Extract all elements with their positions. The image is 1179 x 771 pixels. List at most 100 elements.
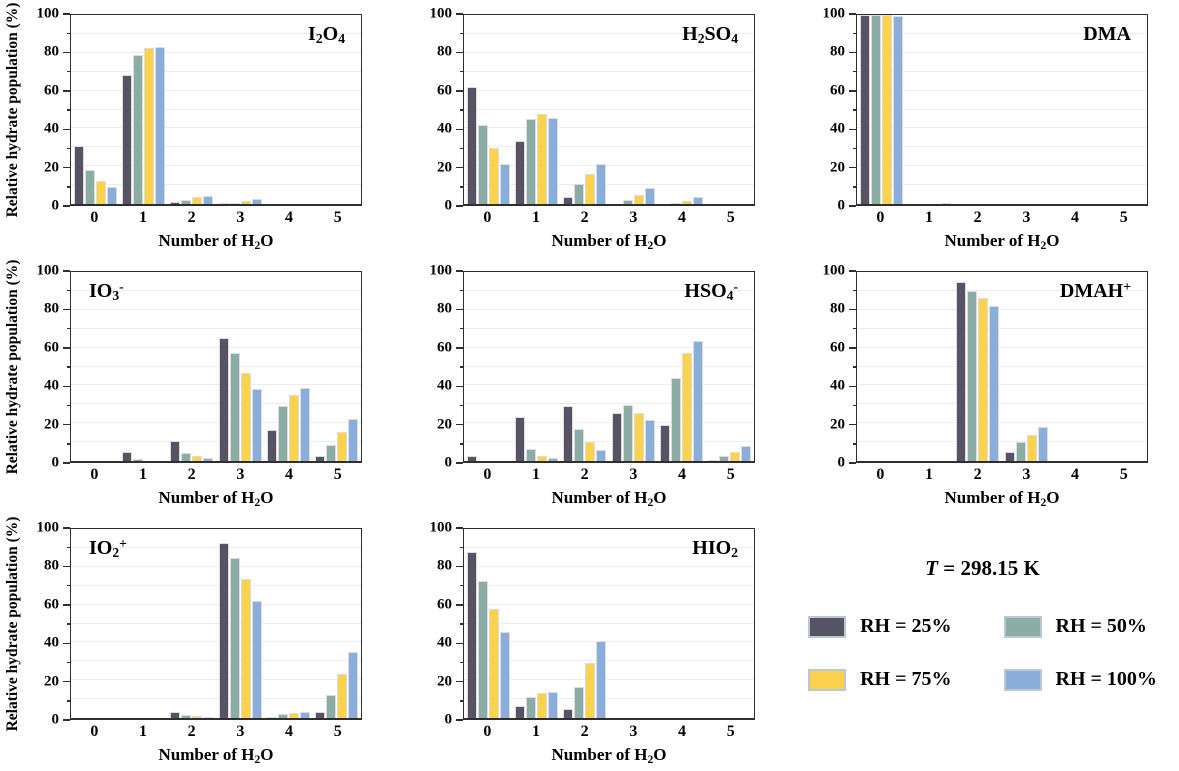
y-tick-label: 60 [437,339,452,356]
bar-rh75 [337,431,348,461]
x-tick-label: 0 [90,723,99,740]
y-minor-tick [459,32,463,34]
panel-layout: Relative hydrate population (%) 0 20 40 60 80… [0,257,393,511]
plot-area: HIO2 [463,528,755,720]
bar-group-2 [561,15,609,204]
y-minor-tick [459,700,463,702]
y-minor-tick [852,70,856,73]
x-axis-title: Number of H2O [158,488,274,509]
y-minor-tick [852,366,856,368]
bar-rh50 [132,54,143,204]
bar-group-2 [954,15,1002,204]
y-major-tick [456,680,463,683]
gridline [71,365,361,367]
gridline [464,146,754,148]
y-major-tick [456,128,463,130]
bar-rh50 [525,697,536,718]
bar-rh75 [240,579,251,718]
y-major-tick [849,423,856,426]
bar-rh75 [488,609,499,718]
bar-group-5 [313,272,361,461]
gridline [71,622,361,624]
x-tick-labels: 0 1 2 3 4 5 [463,720,755,744]
gridline [857,32,1147,34]
gridline [857,89,1147,91]
x-tick-label: 2 [187,723,196,740]
bar-group-2 [168,272,216,461]
gridline [71,32,361,34]
y-minor-tick [459,584,463,587]
legend-swatch-rh25-icon [808,615,847,638]
x-axis-title: Number of H2O [158,745,274,766]
y-major-tick [456,527,463,529]
legend-entries: RH = 25% RH = 50% RH = 75% RH = 100% [808,615,1157,691]
bar-rh25 [514,705,525,718]
bar-rh75 [95,181,106,204]
plot-column: DMAH+ 0 1 2 3 4 5 Number of H2O [856,271,1148,511]
y-major-tick [63,13,70,15]
y-axis: 0 20 40 60 80 100 [812,263,856,470]
y-major-tick [63,128,70,130]
y-tick-label: 20 [830,416,845,433]
bar-group-0 [464,15,512,204]
x-tick-label: 2 [187,209,196,226]
y-minor-tick [852,147,856,150]
y-tick-label: 60 [437,596,452,613]
y-minor-tick [459,147,463,150]
y-major-tick [63,270,70,272]
gridline [71,51,361,53]
bar-rh75 [337,673,348,718]
gridline [71,70,361,72]
y-major-tick [456,205,463,207]
y-major-tick [63,423,70,426]
y-tick-label: 20 [44,673,59,690]
y-major-tick [456,604,463,606]
x-tick-label: 3 [629,723,638,740]
bar-rh100 [547,458,558,461]
gridline [464,184,754,186]
y-tick-label: 20 [44,159,59,176]
y-major-tick [456,347,463,349]
bar-rh75 [536,114,547,204]
y-tick-label: 80 [44,43,59,60]
legend-label-rh75: RH = 75% [860,668,952,690]
x-tick-label: 1 [532,466,540,483]
gridline [71,346,361,348]
bar-rh25 [611,412,622,461]
legend-entry-rh75: RH = 75% [808,668,952,691]
bar-rh100 [251,199,262,204]
bar-group-1 [119,272,167,461]
panel-layout: 0 20 40 60 80 100 DMA 0 1 2 3 4 5 Number of H2O [786,0,1179,254]
x-tick-label: 5 [1119,466,1128,483]
bar-rh50 [477,124,488,204]
gridline [857,384,1147,386]
legend-label-rh50: RH = 50% [1055,615,1147,637]
bar-rh25 [514,416,525,461]
gridline [464,89,754,91]
y-tick-label: 0 [444,711,453,728]
y-major-tick [849,166,856,169]
y-major-tick [849,13,856,15]
x-tick-labels: 0 1 2 3 4 5 [70,463,362,487]
y-axis: 0 20 40 60 80 100 [26,6,70,213]
legend-swatch-rh75-icon [808,668,847,691]
panel-title: IO2+ [89,535,127,560]
x-tick-label: 2 [580,209,589,226]
bar-rh100 [692,341,703,461]
gridline [857,422,1147,424]
y-minor-tick [66,109,70,111]
bar-rh50 [670,377,681,461]
y-major-tick [849,128,856,130]
gridline [71,127,361,129]
chart-panel-hio2: 0 20 40 60 80 100 HIO2 0 1 2 3 4 5 Number of H2O [393,514,786,771]
chart-panel-dma: 0 20 40 60 80 100 DMA 0 1 2 3 4 5 Number of H2O [786,0,1179,257]
y-major-tick [849,90,856,92]
y-tick-label: 100 [822,5,846,22]
y-tick-label: 20 [437,159,452,176]
gridline [857,127,1147,129]
x-tick-label: 3 [629,209,638,226]
bar-rh100 [251,389,262,461]
x-axis-title: Number of H2O [944,488,1060,509]
y-major-tick [456,308,463,311]
